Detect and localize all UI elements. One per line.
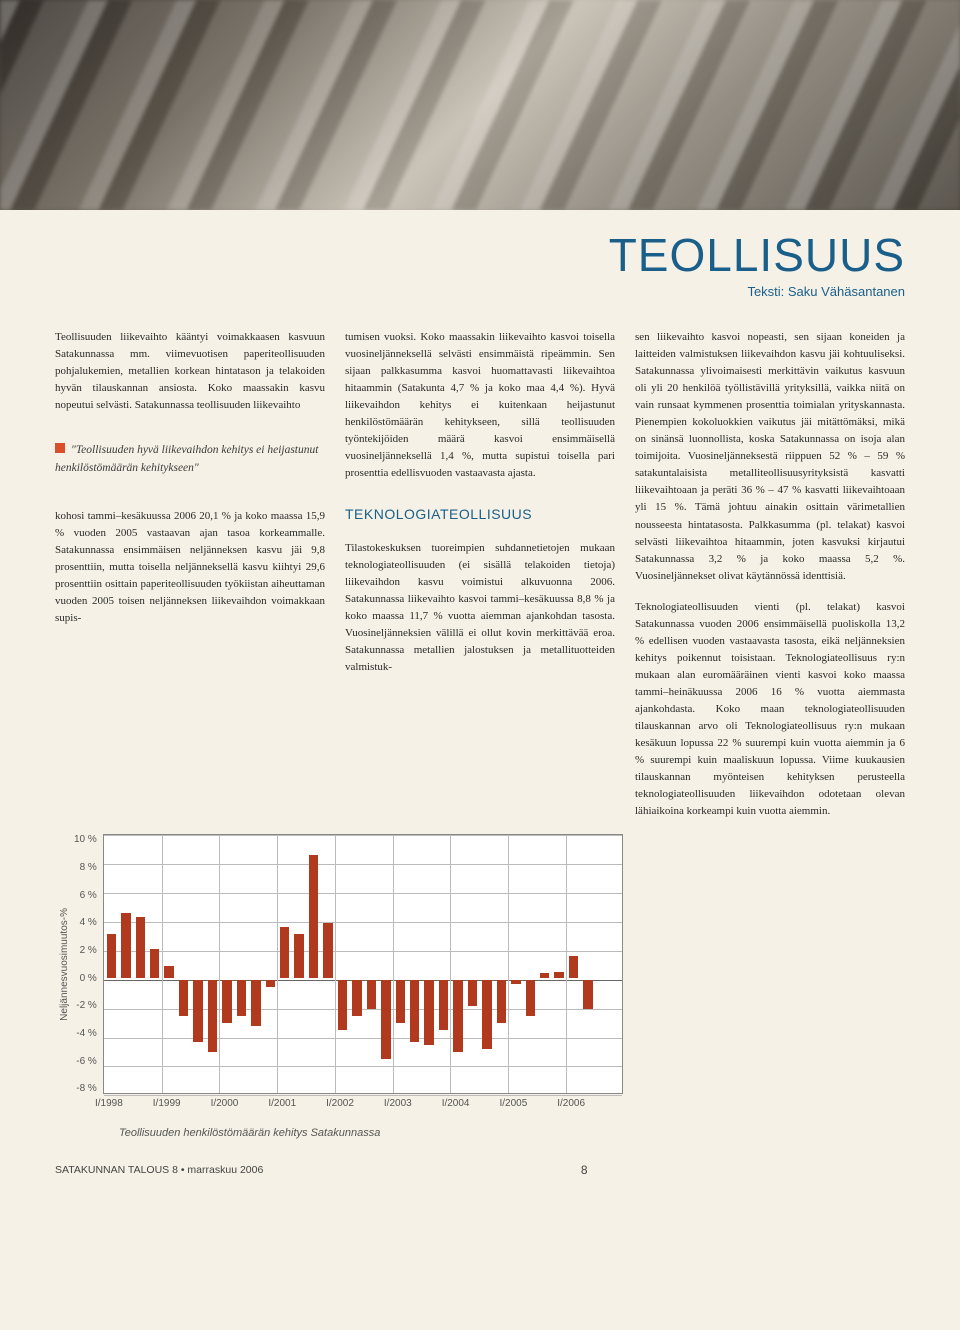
chart-x-ticks: I/1998I/1999I/2000I/2001I/2002I/2003I/20… xyxy=(95,1094,615,1109)
quote-marker-icon xyxy=(55,443,65,453)
col2-para1: tumisen vuoksi. Koko maassakin liikevaih… xyxy=(345,329,615,482)
pull-quote: "Teollisuuden hyvä liikevaihdon kehitys … xyxy=(55,442,325,478)
hero-image xyxy=(0,0,960,210)
pull-quote-text: "Teollisuuden hyvä liikevaihdon kehitys … xyxy=(55,444,318,474)
section-heading: TEKNOLOGIATEOLLISUUS xyxy=(345,504,615,526)
page-title: TEOLLISUUS xyxy=(0,228,905,282)
footer-text: SATAKUNNAN TALOUS 8 • marraskuu 2006 xyxy=(55,1164,263,1176)
chart-caption: Teollisuuden henkilöstömäärän kehitys Sa… xyxy=(119,1127,905,1139)
page-subtitle: Teksti: Saku Vähäsantanen xyxy=(0,284,905,299)
page-number: 8 xyxy=(581,1163,588,1177)
chart-y-label: Neljännesvuosimuutos-% xyxy=(55,908,74,1021)
col1-para2: kohosi tammi–kesäkuussa 2006 20,1 % ja k… xyxy=(55,508,325,627)
col3-para2: Teknologiateollisuuden vienti (pl. telak… xyxy=(635,599,905,821)
chart-plot xyxy=(103,834,623,1094)
col3-para1: sen liikevaihto kasvoi nopeasti, sen sij… xyxy=(635,329,905,585)
chart-y-ticks: 10 %8 %6 %4 %2 %0 %-2 %-4 %-6 %-8 % xyxy=(74,834,103,1094)
chart-container: Neljännesvuosimuutos-% 10 %8 %6 %4 %2 %0… xyxy=(55,834,905,1139)
col2-para2: Tilastokeskuksen tuoreimpien suhdannetie… xyxy=(345,540,615,676)
col1-para1: Teollisuuden liikevaihto kääntyi voimakk… xyxy=(55,329,325,414)
